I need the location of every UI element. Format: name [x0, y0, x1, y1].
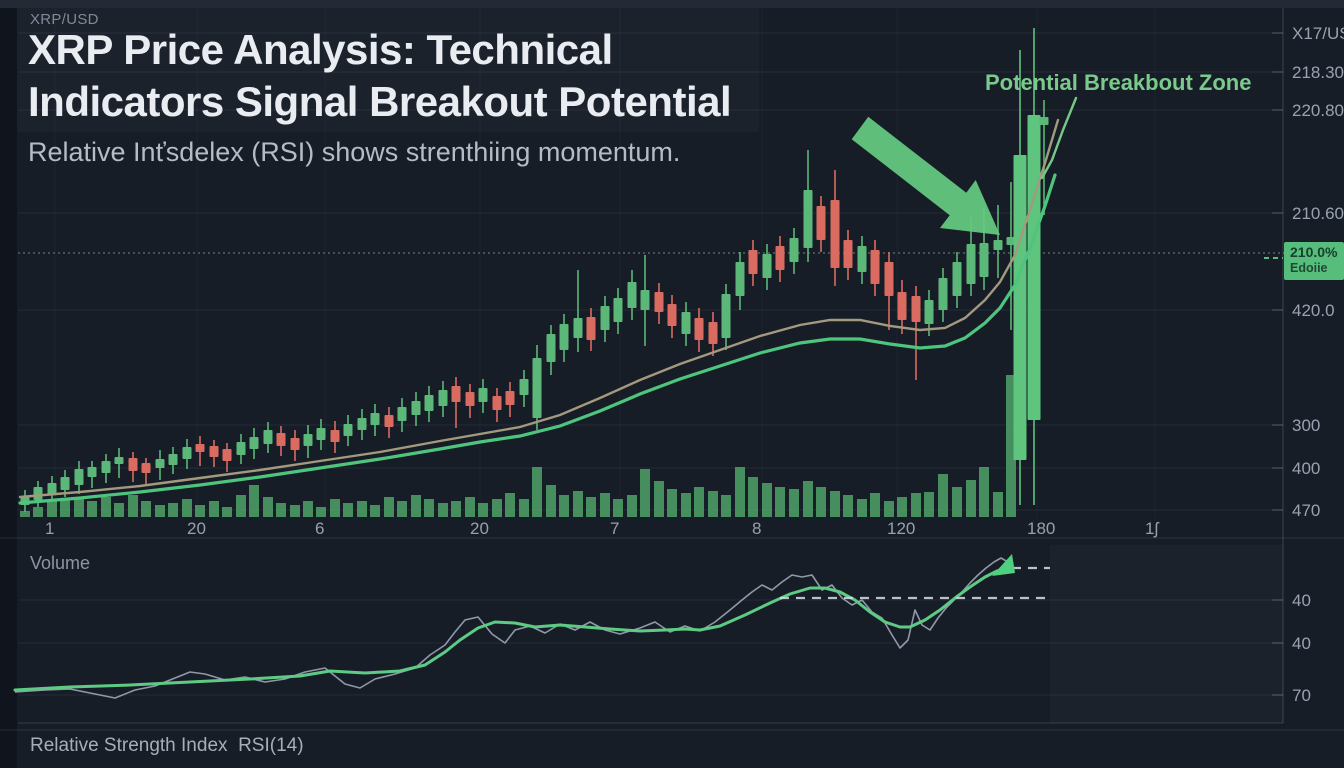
time-axis-label: 6: [315, 519, 325, 538]
price-axis-label: X17/USD: [1292, 24, 1344, 43]
symbol-pair-label: XRP/USD: [30, 11, 99, 28]
price-axis-label: 300: [1292, 416, 1321, 435]
time-axis-label: 1ʃ: [1145, 519, 1159, 538]
price-axis-label: 470: [1292, 501, 1321, 520]
time-axis-label: 20: [470, 519, 489, 538]
last-price-sub: Edoiie: [1290, 261, 1328, 275]
time-axis-label: 20: [187, 519, 206, 538]
price-axis-label: 420.0: [1292, 301, 1335, 320]
price-axis-label: 210.60: [1292, 204, 1344, 223]
time-axis-label: 8: [752, 519, 762, 538]
time-axis-label: 1: [45, 519, 55, 538]
price-axis-label: 218.30: [1292, 63, 1344, 82]
page-subtitle: Relative Inťsdelex (RSI) shows strenthii…: [28, 137, 681, 167]
time-axis-label: 120: [887, 519, 916, 538]
price-axis-label: 400: [1292, 459, 1321, 478]
time-axis-label: 180: [1027, 519, 1056, 538]
rsi-panel-label: Relative Strength Index RSI(14): [30, 735, 304, 756]
rsi-axis-label: 40: [1292, 634, 1311, 653]
page-title: XRP Price Analysis: Technical Indicators…: [28, 24, 888, 128]
last-price-badge: 210.0% Edoiie: [1284, 242, 1344, 280]
price-axis-label: 220.80: [1292, 101, 1344, 120]
volume-panel-label: Volume: [30, 553, 91, 573]
breakout-zone-annotation: Potential Breakbout Zone: [985, 70, 1252, 95]
page-title-line1: XRP Price Analysis: Technical: [28, 26, 613, 73]
time-axis-label: 7: [610, 519, 620, 538]
top-strip: [0, 0, 1344, 8]
page-title-line2: Indicators Signal Breakout Potential: [28, 78, 732, 125]
rsi-axis-label: 70: [1292, 686, 1311, 705]
last-price-value: 210.0%: [1290, 244, 1338, 260]
rsi-axis-label: 40: [1292, 591, 1311, 610]
left-strip: [0, 8, 17, 768]
